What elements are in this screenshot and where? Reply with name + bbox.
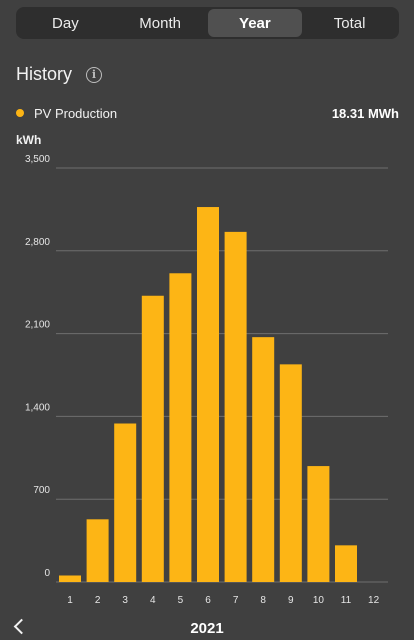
tab-year[interactable]: Year [207, 9, 303, 37]
y-tick-label: 1,400 [25, 402, 50, 413]
legend: PV Production [16, 106, 117, 121]
bar [279, 364, 302, 582]
period-tabs: Day Month Year Total [16, 7, 399, 39]
tab-month[interactable]: Month [139, 14, 181, 32]
bar [86, 519, 109, 582]
tab-total[interactable]: Total [333, 14, 366, 32]
y-tick-label: 700 [33, 485, 50, 496]
history-header: History i [16, 64, 103, 85]
bar [169, 273, 192, 582]
x-tick-label: 6 [205, 595, 211, 606]
tab-day[interactable]: Day [52, 14, 79, 32]
x-tick-label: 1 [67, 595, 73, 606]
bar [197, 207, 219, 582]
bar [252, 337, 275, 582]
y-tick-label: 0 [44, 568, 50, 579]
y-tick-label: 2,100 [25, 320, 50, 331]
bar [141, 295, 164, 582]
bar [114, 423, 137, 582]
year-navigator: 2021 [0, 616, 414, 640]
chevron-left-icon[interactable] [13, 618, 30, 635]
x-tick-label: 2 [95, 595, 101, 606]
bar [307, 466, 330, 582]
legend-dot [16, 109, 24, 117]
y-tick-label: 2,800 [25, 237, 50, 248]
x-tick-label: 11 [341, 595, 352, 606]
year-label: 2021 [190, 619, 224, 637]
x-tick-label: 7 [233, 595, 239, 606]
x-tick-label: 10 [313, 595, 325, 606]
x-tick-label: 3 [122, 595, 128, 606]
x-tick-label: 8 [260, 595, 266, 606]
y-tick-label: 3,500 [25, 154, 50, 165]
x-tick-label: 5 [178, 595, 184, 606]
info-icon[interactable]: i [86, 66, 103, 83]
legend-label: PV Production [34, 105, 118, 121]
bar [59, 575, 81, 582]
x-tick-label: 9 [288, 595, 294, 606]
x-tick-label: 4 [150, 595, 156, 606]
x-tick-label: 12 [368, 595, 380, 606]
bar [335, 545, 357, 582]
legend-row: PV Production 18.31 MWh [16, 104, 399, 122]
y-axis-unit: kWh [16, 133, 42, 147]
production-total: 18.31 MWh [331, 105, 399, 121]
bar [224, 231, 247, 583]
history-title: History [16, 64, 73, 84]
